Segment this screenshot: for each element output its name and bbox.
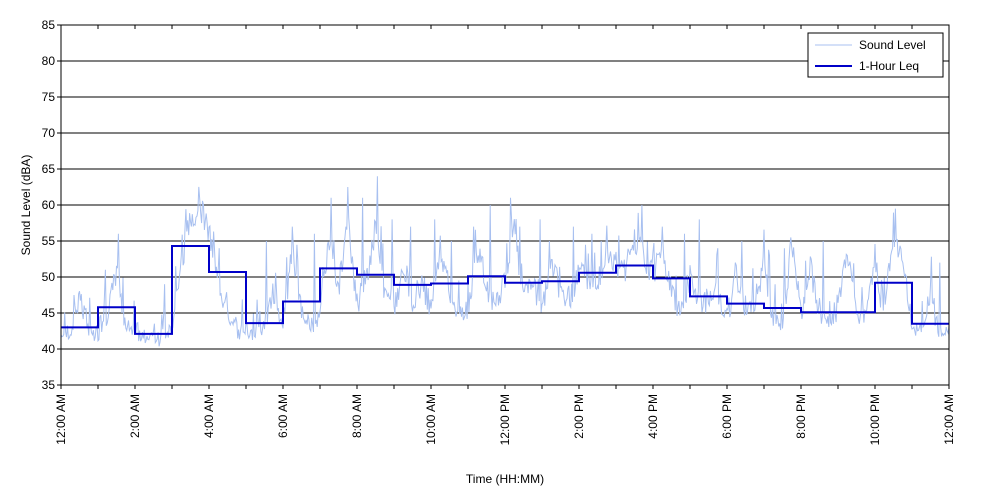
x-tick-label: 8:00 AM	[350, 394, 364, 438]
x-tick-label: 12:00 AM	[942, 394, 956, 445]
x-tick-label: 12:00 AM	[54, 394, 68, 445]
y-tick-label: 70	[42, 126, 56, 140]
legend-label-sound-level: Sound Level	[859, 38, 926, 52]
x-tick-label: 2:00 AM	[128, 394, 142, 438]
x-tick-label: 8:00 PM	[794, 394, 808, 439]
y-tick-label: 65	[42, 162, 56, 176]
y-tick-label: 55	[42, 234, 56, 248]
series-1-hour-leq	[61, 245, 949, 335]
y-tick-label: 45	[42, 306, 56, 320]
y-tick-label: 80	[42, 54, 56, 68]
x-tick-label: 10:00 PM	[868, 394, 882, 445]
x-tick-label: 12:00 PM	[498, 394, 512, 445]
legend-box	[807, 32, 944, 78]
x-tick-label: 2:00 PM	[572, 394, 586, 439]
x-tick-label: 4:00 PM	[646, 394, 660, 439]
legend-label-1-hour-leq: 1-Hour Leq	[859, 59, 919, 73]
x-tick-label: 4:00 AM	[202, 394, 216, 438]
x-tick-label: 6:00 PM	[720, 394, 734, 439]
y-tick-label: 75	[42, 90, 56, 104]
y-tick-label: 40	[42, 342, 56, 356]
series-group	[60, 176, 950, 347]
y-tick-label: 85	[42, 18, 56, 32]
series-sound-level	[60, 176, 950, 347]
x-tick-label: 6:00 AM	[276, 394, 290, 438]
y-axis-label: Sound Level (dBA)	[19, 155, 33, 256]
legend: Sound Level 1-Hour Leq	[807, 32, 944, 78]
x-axis-ticks: 12:00 AM 2:00 AM 4:00 AM 6:00 AM 8:00 AM 10:0…	[54, 25, 956, 445]
y-axis-ticks: 35 40 45 50 55 60 65 70 75 80 85	[42, 18, 61, 392]
y-tick-label: 50	[42, 270, 56, 284]
x-axis-label: Time (HH:MM)	[466, 472, 544, 486]
y-tick-label: 35	[42, 378, 56, 392]
x-tick-label: 10:00 AM	[424, 394, 438, 445]
plot-frame	[60, 24, 950, 386]
y-tick-label: 60	[42, 198, 56, 212]
